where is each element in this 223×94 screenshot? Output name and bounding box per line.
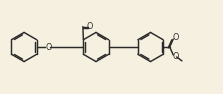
Text: O: O [86, 22, 93, 31]
Text: O: O [45, 42, 52, 52]
Text: O: O [172, 52, 179, 61]
Text: O: O [173, 33, 179, 42]
